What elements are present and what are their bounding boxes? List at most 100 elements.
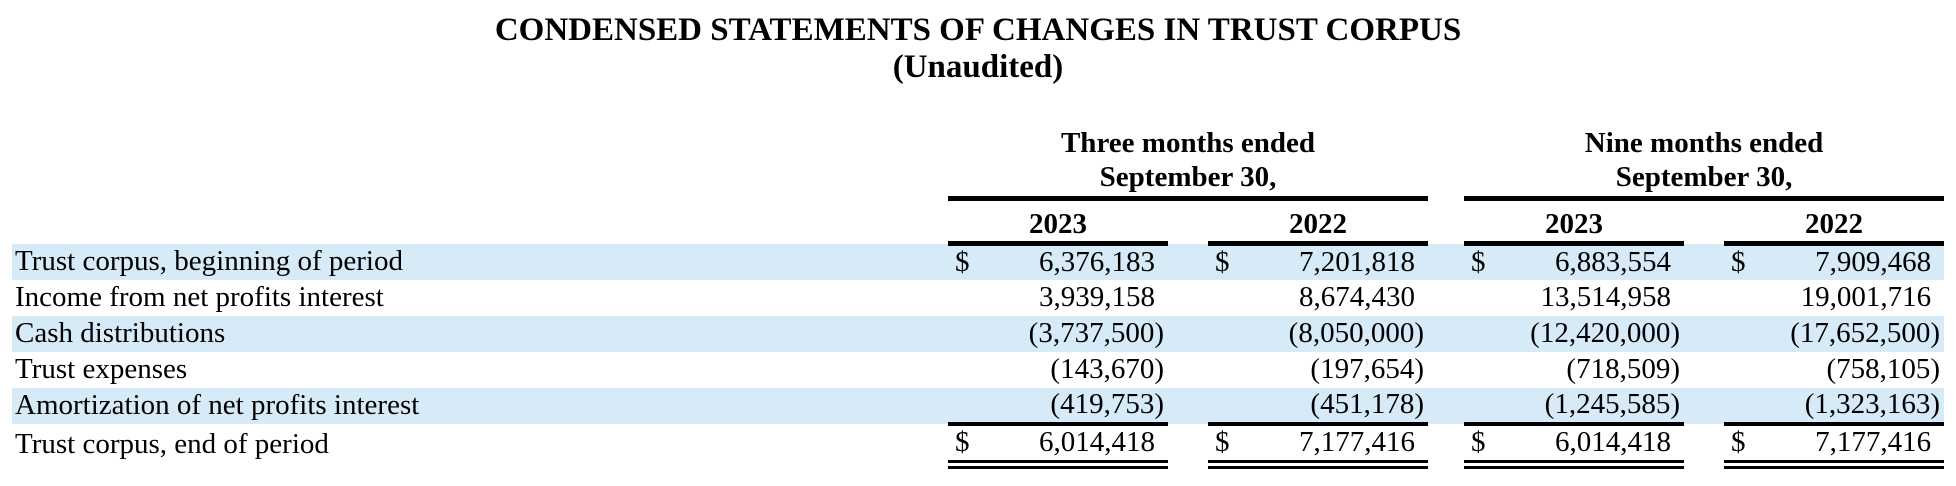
amount-cell: (1,323,163) (1766, 387, 1945, 424)
row-label: Trust corpus, beginning of period (12, 243, 938, 280)
statement-header: CONDENSED STATEMENTS OF CHANGES IN TRUST… (0, 0, 1956, 86)
currency-cell: $ (1208, 421, 1250, 469)
amount-cell: (419,753) (990, 387, 1168, 424)
spacer-cell (938, 424, 948, 465)
spacer-cell (938, 352, 948, 388)
row-label: Income from net profits interest (15, 281, 384, 313)
currency-cell (1724, 352, 1766, 388)
currency-cell: $ (1464, 243, 1506, 280)
spacer-cell (938, 387, 948, 424)
amount-cell: 13,514,958 (1540, 281, 1672, 313)
currency-cell: $ (948, 421, 990, 469)
spacer-cell (1684, 315, 1724, 352)
col-group-three-months: Three months ended September 30, (948, 126, 1428, 201)
amount-cell: (718,509) (1566, 353, 1680, 385)
year-header-3mo-2023: 2023 (948, 198, 1168, 246)
col-group-nine-months: Nine months ended September 30, (1464, 126, 1945, 201)
spacer-cell (1428, 280, 1464, 316)
amount-cell: 8,674,430 (1299, 281, 1415, 313)
spacer-cell (1168, 243, 1208, 280)
currency-cell (1724, 387, 1766, 424)
statement-subtitle: (Unaudited) (892, 49, 1064, 85)
amount-cell: 6,014,418 (1506, 421, 1684, 469)
table-row: Amortization of net profits interest (419… (12, 387, 1945, 424)
amount-cell: 7,177,416 (1250, 421, 1428, 469)
table-row: Trust corpus, end of period $6,014,418 $7,… (12, 421, 1945, 469)
amount-cell: 3,939,158 (1039, 281, 1155, 313)
currency-cell (1724, 280, 1766, 316)
amount-cell: 6,883,554 (1506, 243, 1684, 280)
amount-cell: 6,376,183 (990, 243, 1168, 280)
trust-corpus-table: Three months ended September 30, Nine mo… (12, 126, 1945, 469)
row-label: Amortization of net profits interest (12, 387, 938, 424)
currency-cell (1208, 315, 1250, 352)
amount-cell: 7,177,416 (1766, 421, 1945, 469)
table-row: Cash distributions (3,737,500) (8,050,000)… (12, 315, 1945, 352)
amount-cell: (758,105) (1826, 353, 1941, 385)
header-spacer (12, 126, 948, 199)
currency-cell (1208, 352, 1250, 388)
spacer-cell (1684, 352, 1724, 388)
spacer-cell (1428, 352, 1464, 388)
spacer-cell (1684, 424, 1724, 465)
currency-cell: $ (1464, 421, 1506, 469)
table-row: Income from net profits interest 3,939,15… (12, 280, 1944, 316)
year-header-3mo-2022: 2022 (1208, 198, 1428, 246)
spacer-cell (938, 243, 948, 280)
currency-cell (1464, 352, 1506, 388)
spacer-cell (1428, 315, 1464, 352)
currency-cell (1464, 315, 1506, 352)
currency-cell (1464, 387, 1506, 424)
currency-cell (948, 315, 990, 352)
spacer-cell (1428, 199, 1464, 244)
table-row: Trust expenses (143,670) (197,654) (718,509… (12, 352, 1944, 388)
spacer-cell (1168, 315, 1208, 352)
spacer-cell (1168, 280, 1208, 316)
spacer-cell (1428, 243, 1464, 280)
currency-cell (948, 280, 990, 316)
amount-cell: (197,654) (1310, 353, 1424, 385)
col-group-label-line1: Nine months ended (1584, 127, 1824, 159)
spacer-cell (1684, 387, 1724, 424)
currency-cell (1208, 280, 1250, 316)
amount-cell: 7,201,818 (1250, 243, 1428, 280)
column-group-header-row: Three months ended September 30, Nine mo… (12, 126, 1945, 201)
row-label: Cash distributions (12, 315, 938, 352)
spacer-cell (938, 280, 948, 316)
currency-cell (1208, 387, 1250, 424)
spacer-cell (1168, 424, 1208, 465)
currency-cell: $ (1208, 243, 1250, 280)
spacer-cell (1428, 387, 1464, 424)
table-body: Trust corpus, beginning of period $6,376,… (12, 243, 1945, 469)
year-header-9mo-2023: 2023 (1464, 198, 1684, 246)
statement-title: CONDENSED STATEMENTS OF CHANGES IN TRUST… (494, 12, 1462, 48)
amount-cell: (12,420,000) (1506, 315, 1684, 352)
currency-cell: $ (1724, 243, 1766, 280)
amount-cell: 7,909,468 (1766, 243, 1945, 280)
currency-cell (1724, 315, 1766, 352)
amount-cell: (8,050,000) (1250, 315, 1428, 352)
spacer-cell (938, 315, 948, 352)
amount-cell: (1,245,585) (1506, 387, 1684, 424)
col-group-label-line2: September 30, (1615, 161, 1793, 193)
amount-cell: (17,652,500) (1766, 315, 1945, 352)
header-spacer (12, 199, 948, 244)
spacer-cell (1168, 199, 1208, 244)
col-group-label-line1: Three months ended (1060, 127, 1316, 159)
spacer-cell (1168, 387, 1208, 424)
year-header-9mo-2022: 2022 (1724, 198, 1945, 246)
amount-cell: (451,178) (1250, 387, 1428, 424)
row-label: Trust expenses (15, 353, 188, 385)
spacer-cell (1684, 243, 1724, 280)
amount-cell: (3,737,500) (990, 315, 1168, 352)
currency-cell: $ (1724, 421, 1766, 469)
currency-cell (1464, 280, 1506, 316)
currency-cell (948, 387, 990, 424)
currency-cell: $ (948, 243, 990, 280)
currency-cell (948, 352, 990, 388)
spacer-cell (1684, 199, 1724, 244)
col-group-label-line2: September 30, (1099, 161, 1277, 193)
spacer-cell (1428, 126, 1464, 199)
spacer-cell (1168, 352, 1208, 388)
spacer-cell (1684, 280, 1724, 316)
